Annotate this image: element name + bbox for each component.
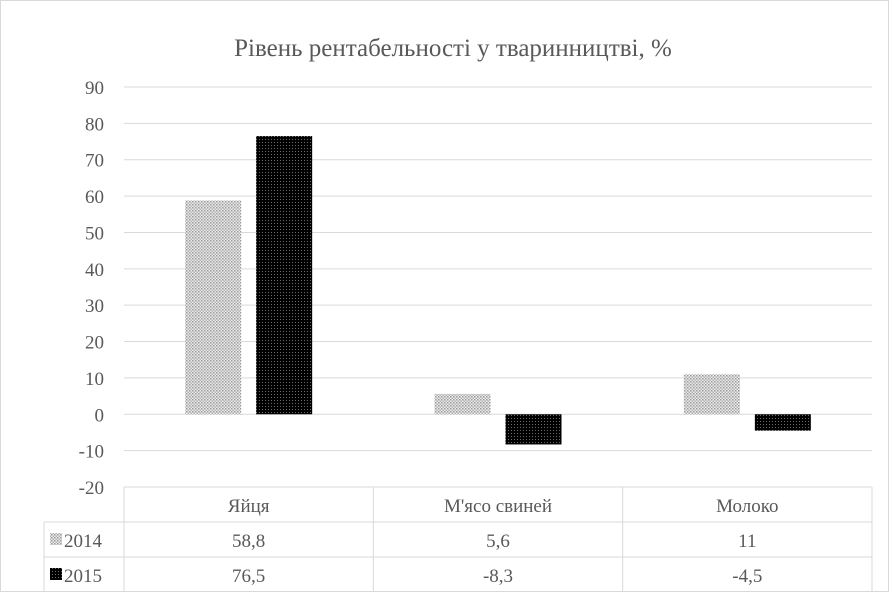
bar-2014-2 — [683, 374, 740, 415]
legend-label: 2014 — [64, 531, 103, 552]
y-tick-label: -20 — [79, 478, 104, 499]
data-label: -8,3 — [483, 566, 513, 587]
y-tick-label: 30 — [85, 296, 104, 317]
chart-title: Рівень рентабельності у тваринництві, % — [234, 35, 672, 62]
y-tick-label: 60 — [85, 187, 104, 208]
data-label: -4,5 — [732, 566, 762, 587]
data-label: 5,6 — [486, 531, 510, 552]
bar-2015-0 — [256, 136, 313, 415]
y-tick-label: 20 — [85, 333, 104, 354]
y-tick-label: -10 — [79, 442, 104, 463]
bar-2014-0 — [185, 200, 242, 415]
bars — [185, 136, 811, 445]
y-tick-label: 10 — [85, 369, 104, 390]
data-label: 76,5 — [232, 566, 265, 587]
legend-key-2014 — [50, 533, 62, 545]
data-label: 11 — [738, 531, 756, 552]
gridlines — [124, 86, 872, 452]
y-tick-label: 40 — [85, 260, 104, 281]
y-tick-label: 0 — [95, 405, 105, 426]
bar-2015-1 — [505, 414, 562, 445]
y-tick-label: 70 — [85, 151, 104, 172]
y-tick-label: 50 — [85, 223, 104, 244]
category-label: Молоко — [716, 496, 778, 517]
bar-2014-1 — [434, 393, 491, 415]
data-table: Яйця М'ясо свиней Молоко 2014 58,8 5,6 11 2015 7… — [43, 486, 873, 592]
category-label: М'ясо свиней — [444, 496, 552, 517]
category-label: Яйця — [228, 496, 270, 517]
y-tick-label: 90 — [85, 78, 104, 99]
y-tick-label: 80 — [85, 114, 104, 135]
bar-2015-2 — [754, 414, 811, 431]
data-label: 58,8 — [232, 531, 265, 552]
y-axis-ticks: 90 80 70 60 50 40 30 20 10 0 -10 -20 — [79, 78, 104, 499]
legend-key-2015 — [50, 568, 62, 580]
legend-label: 2015 — [64, 566, 102, 587]
